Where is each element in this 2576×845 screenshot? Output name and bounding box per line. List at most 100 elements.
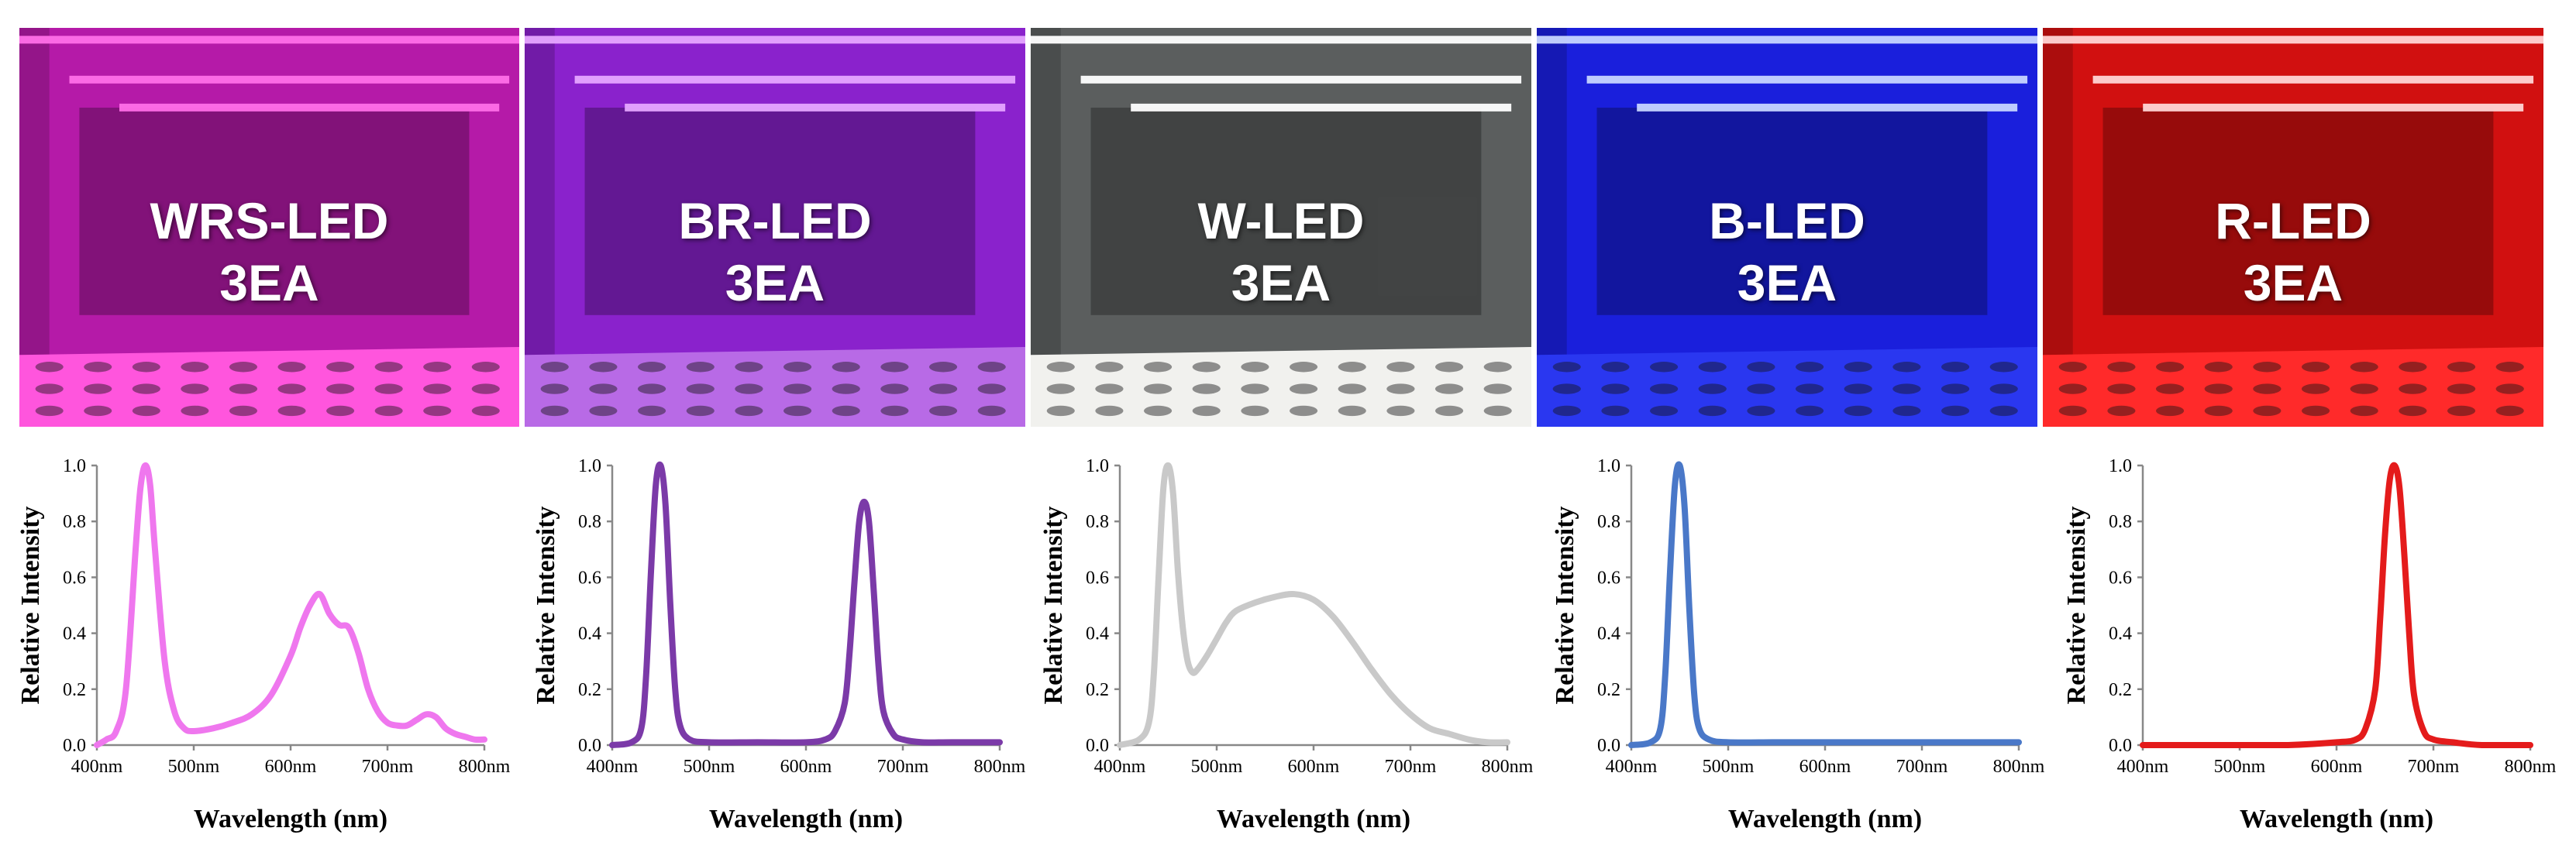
planting-hole	[471, 362, 500, 373]
spectrum-line	[1628, 461, 2022, 748]
planting-hole	[2495, 383, 2524, 394]
planting-hole	[2399, 362, 2427, 373]
planting-hole	[35, 405, 64, 417]
planting-hole	[471, 405, 500, 417]
led-strip	[1080, 75, 1522, 84]
x-tick-label: 600nm	[1799, 757, 1851, 777]
photo-label-name: BR-LED	[678, 192, 872, 249]
planting-hole	[977, 362, 1006, 373]
planting-hole	[1698, 362, 1727, 373]
planting-hole	[2495, 362, 2524, 373]
planting-hole	[84, 405, 112, 417]
led-strip	[2143, 103, 2524, 112]
planting-hole	[1747, 362, 1775, 373]
chart-r-led: 0.0 0.2 0.4 0.6 0.8 1.0 400nm 500nm 600nm 700nm 80…	[2046, 438, 2557, 845]
planting-hole	[1338, 383, 1366, 394]
planting-hole	[735, 405, 763, 417]
planting-hole	[2399, 383, 2427, 394]
led-strip	[625, 103, 1006, 112]
planting-hole	[637, 362, 666, 373]
planting-hole	[1434, 362, 1464, 373]
side-wall	[1031, 28, 1061, 387]
planting-hole	[229, 383, 258, 394]
planting-hole	[540, 362, 569, 373]
planting-hole	[1386, 362, 1415, 373]
planting-hole	[880, 362, 909, 373]
x-tick-label: 500nm	[1703, 757, 1755, 777]
y-axis-title: Relative Intensity	[16, 507, 45, 705]
planting-hole	[1289, 362, 1318, 373]
planting-hole	[471, 383, 500, 394]
led-strip	[19, 36, 519, 44]
planting-hole	[1844, 362, 1872, 373]
x-tick-label: 400nm	[587, 757, 639, 777]
photo-label-count: 3EA	[1737, 254, 1837, 311]
planting-hole	[2155, 362, 2185, 373]
grow-chamber-image	[1537, 28, 2037, 427]
planting-hole	[1795, 383, 1824, 394]
planting-hole	[540, 405, 569, 417]
grow-chamber-image	[19, 28, 519, 427]
back-wall	[1596, 108, 1988, 315]
chart-w-led: 0.0 0.2 0.4 0.6 0.8 1.0 400nm 500nm 600nm 700nm 80…	[1023, 438, 1534, 845]
x-tick-label: 800nm	[459, 757, 511, 777]
y-axis-title: Relative Intensity	[532, 507, 560, 705]
planting-hole	[1552, 383, 1581, 394]
planting-hole	[2350, 362, 2378, 373]
x-tick-label: 600nm	[2311, 757, 2363, 777]
planting-hole	[832, 362, 860, 373]
led-strip	[574, 75, 1016, 84]
planting-hole	[374, 405, 403, 417]
y-tick-label: 0.0	[63, 736, 86, 756]
x-tick-label: 600nm	[265, 757, 317, 777]
led-strip	[2092, 75, 2534, 84]
x-tick-label: 400nm	[2117, 757, 2169, 777]
planting-hole	[2058, 383, 2087, 394]
planting-hole	[1747, 405, 1775, 417]
side-wall	[2043, 28, 2073, 387]
planting-hole	[132, 405, 160, 417]
back-wall	[79, 108, 470, 315]
y-tick-label: 1.0	[2109, 456, 2132, 476]
planting-hole	[35, 362, 64, 373]
led-strip	[119, 103, 500, 112]
planting-hole	[1649, 383, 1679, 394]
planting-hole	[783, 383, 812, 394]
planting-hole	[1698, 383, 1727, 394]
y-tick-label: 0.2	[2109, 680, 2132, 700]
y-tick-label: 0.4	[1086, 624, 1109, 644]
planting-hole	[1795, 362, 1824, 373]
photo-label-count: 3EA	[1231, 254, 1331, 311]
y-tick-label: 0.6	[1086, 568, 1109, 588]
planting-hole	[1892, 405, 1921, 417]
photo-label-name: B-LED	[1709, 192, 1865, 249]
planting-hole	[2447, 362, 2476, 373]
x-tick-label: 700nm	[2408, 757, 2460, 777]
y-tick-label: 0.2	[578, 680, 601, 700]
planting-hole	[2301, 383, 2330, 394]
y-tick-label: 0.8	[2109, 512, 2132, 532]
planting-hole	[1941, 383, 1970, 394]
x-tick-label: 400nm	[71, 757, 123, 777]
planting-hole	[1698, 405, 1727, 417]
photo-r-led: R-LED 3EA	[2043, 28, 2543, 427]
planting-hole	[1892, 362, 1921, 373]
y-tick-label: 1.0	[578, 456, 601, 476]
y-tick-label: 0.6	[2109, 568, 2132, 588]
y-tick-label: 0.4	[2109, 624, 2132, 644]
led-strip	[1031, 36, 1531, 44]
planting-hole	[832, 405, 860, 417]
planting-hole	[181, 362, 209, 373]
planting-hole	[686, 405, 715, 417]
planting-hole	[423, 383, 452, 394]
planting-hole	[880, 383, 909, 394]
planting-hole	[374, 383, 403, 394]
planting-hole	[423, 405, 452, 417]
x-tick-label: 500nm	[1191, 757, 1243, 777]
planting-hole	[1241, 383, 1269, 394]
y-tick-label: 0.0	[1086, 736, 1109, 756]
planting-hole	[2058, 405, 2087, 417]
chart-b-led: 0.0 0.2 0.4 0.6 0.8 1.0 400nm 500nm 600nm 700nm 80…	[1534, 438, 2046, 845]
x-tick-label: 800nm	[1993, 757, 2045, 777]
grow-chamber-image	[2043, 28, 2543, 427]
